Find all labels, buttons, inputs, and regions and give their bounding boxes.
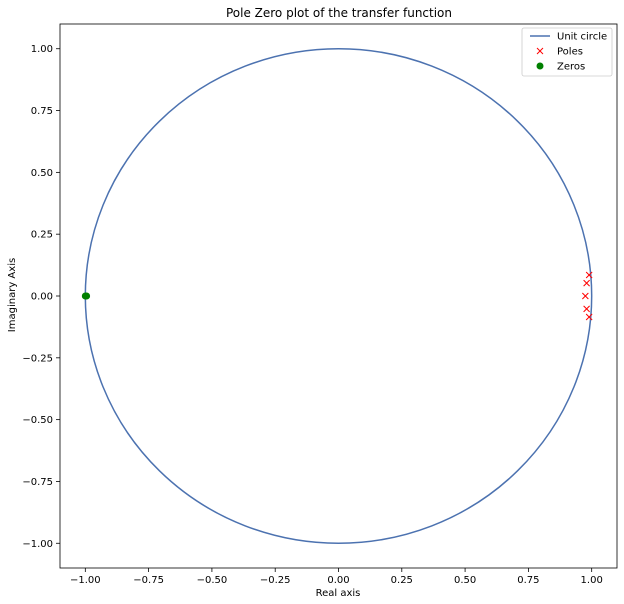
y-tick-label: 0.50 — [31, 168, 53, 179]
y-tick-label: 0.00 — [31, 292, 53, 303]
x-tick-label: −0.50 — [197, 575, 228, 586]
x-tick-label: −0.25 — [260, 575, 291, 586]
y-tick-label: 0.25 — [31, 230, 53, 241]
x-tick-label: 0.50 — [454, 575, 476, 586]
x-tick-label: 1.00 — [581, 575, 603, 586]
pole-marker — [583, 305, 590, 313]
pole-marker-stroke — [585, 271, 593, 279]
legend-entry-label: Zeros — [557, 62, 585, 73]
plot-area — [81, 47, 593, 545]
legend: Unit circle Poles Zeros — [521, 27, 613, 77]
pole-marker — [581, 292, 589, 300]
y-tick-label: 1.00 — [31, 44, 53, 55]
x-axis-label: Real axis — [316, 588, 361, 599]
zero-marker — [83, 292, 91, 300]
legend-poles-swatch — [536, 47, 544, 55]
x-tick-label: 0.75 — [517, 575, 539, 586]
axes: −1.00 −0.75 −0.50 −0.25 0.00 0.25 0.50 0.75 1.00… — [22, 23, 618, 586]
legend-zeros-swatch — [536, 62, 544, 70]
x-tick-label: 0.25 — [391, 575, 413, 586]
pole-marker — [585, 271, 593, 279]
legend-entry-label: Poles — [557, 47, 583, 58]
y-axis-label: Imaginary Axis — [7, 258, 18, 332]
legend-entry-label: Unit circle — [557, 32, 607, 43]
x-tick-label: 0.00 — [327, 575, 349, 586]
pole-marker — [585, 313, 593, 321]
y-tick-label: −0.25 — [22, 353, 53, 364]
pole-marker-stroke — [583, 279, 590, 287]
y-tick-label: −0.50 — [22, 415, 53, 426]
pole-marker-stroke — [583, 305, 590, 313]
chart-title: Pole Zero plot of the transfer function — [226, 6, 452, 20]
x-tick-label: −1.00 — [70, 575, 101, 586]
pole-marker-stroke — [581, 292, 589, 300]
y-tick-label: −1.00 — [22, 539, 53, 550]
y-tick-label: −0.75 — [22, 477, 53, 488]
pole-marker — [583, 279, 590, 287]
x-tick-label: −0.75 — [133, 575, 164, 586]
legend-box — [521, 27, 613, 77]
pole-marker-stroke — [585, 313, 593, 321]
y-tick-label: 0.75 — [31, 106, 53, 117]
